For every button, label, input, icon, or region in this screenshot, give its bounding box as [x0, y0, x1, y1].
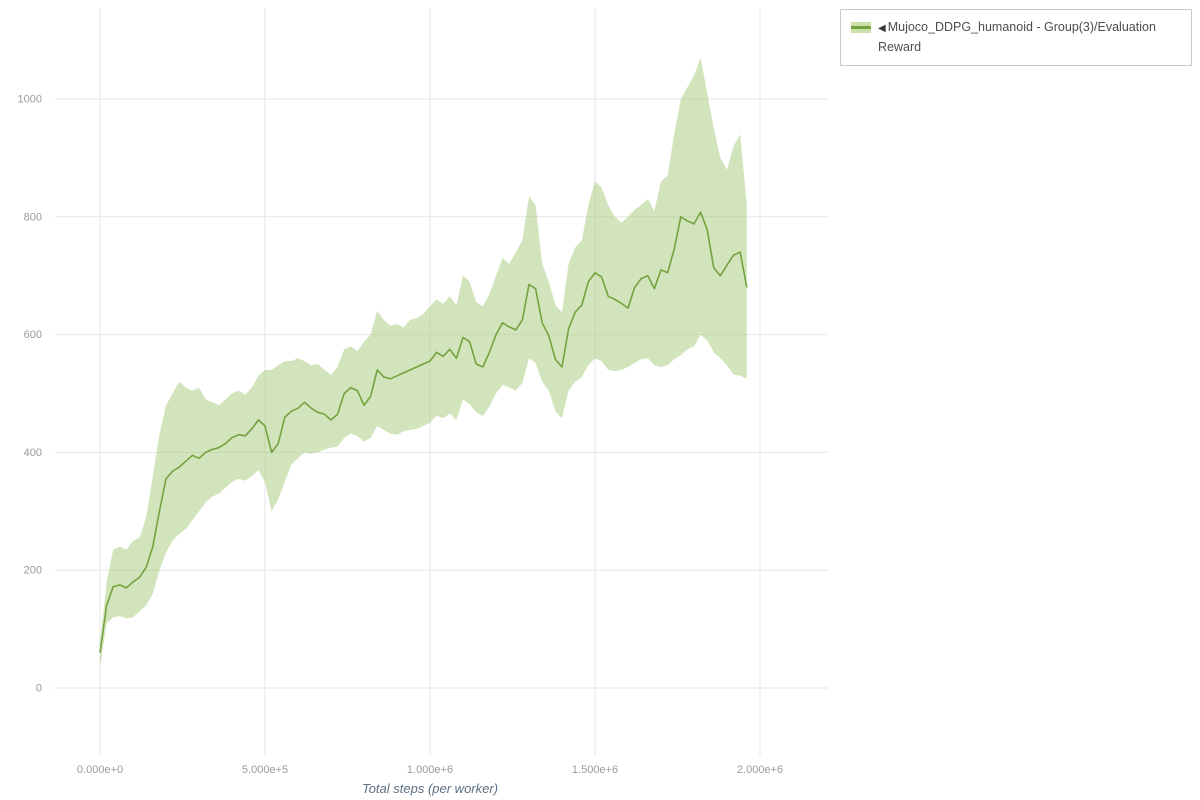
plot-area[interactable]: [55, 8, 828, 755]
confidence-band: [100, 57, 747, 668]
y-tick-label: 200: [24, 565, 42, 577]
x-tick-label: 1.000e+6: [407, 764, 453, 776]
x-tick-label: 5.000e+5: [242, 764, 288, 776]
legend-label: Mujoco_DDPG_humanoid - Group(3)/Evaluati…: [878, 20, 1156, 54]
legend-text: ◀ Mujoco_DDPG_humanoid - Group(3)/Evaluat…: [878, 18, 1181, 57]
y-tick-label: 1000: [18, 94, 42, 106]
y-tick-label: 400: [24, 447, 42, 459]
y-tick-label: 600: [24, 329, 42, 341]
x-tick-label: 1.500e+6: [572, 764, 618, 776]
collapse-triangle-icon: ◀: [878, 23, 886, 34]
x-tick-label: 0.000e+0: [77, 764, 123, 776]
legend: ◀ Mujoco_DDPG_humanoid - Group(3)/Evaluat…: [840, 9, 1192, 66]
legend-line-icon: [851, 26, 871, 29]
legend-swatch-icon: [851, 22, 871, 33]
y-tick-label: 800: [24, 211, 42, 223]
x-axis-label: Total steps (per worker): [361, 781, 499, 796]
mean-line: [99, 211, 748, 653]
legend-item[interactable]: ◀ Mujoco_DDPG_humanoid - Group(3)/Evaluat…: [851, 18, 1181, 57]
x-tick-label: 2.000e+6: [737, 764, 783, 776]
y-tick-label: 0: [36, 683, 42, 695]
